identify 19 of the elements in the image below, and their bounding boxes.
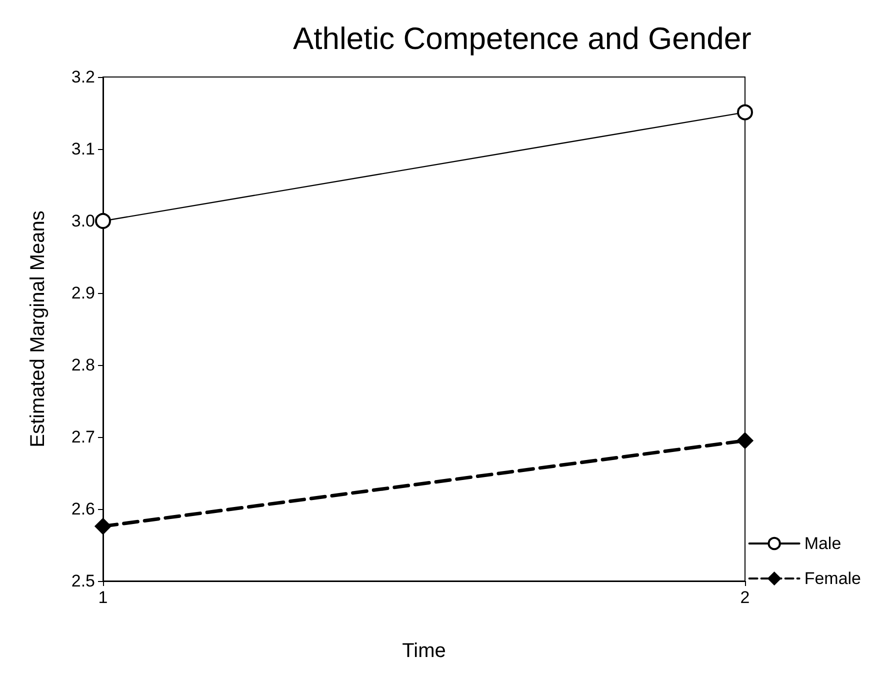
point [736, 432, 754, 449]
y-tick-label: 3.2 [71, 68, 95, 86]
y-tick-label: 2.7 [71, 428, 95, 446]
point [95, 213, 111, 229]
y-tick-label: 3.0 [71, 212, 95, 230]
legend-label: Female [804, 569, 861, 588]
y-tick-label: 2.5 [71, 572, 95, 590]
point [737, 104, 753, 120]
x-tick-label: 2 [740, 588, 750, 607]
y-tick-label: 3.1 [71, 140, 95, 158]
legend-label: Male [804, 534, 842, 553]
y-tick-label: 2.6 [71, 500, 95, 518]
y-tick-label: 2.9 [71, 284, 95, 302]
y-tick-label: 2.8 [71, 356, 95, 374]
x-tick-label: 1 [98, 588, 108, 607]
y-axis-title: Estimated Marginal Means [27, 210, 49, 448]
chart-title: Athletic Competence and Gender [293, 21, 752, 56]
x-axis-title: Time [402, 640, 446, 662]
point [94, 518, 112, 535]
